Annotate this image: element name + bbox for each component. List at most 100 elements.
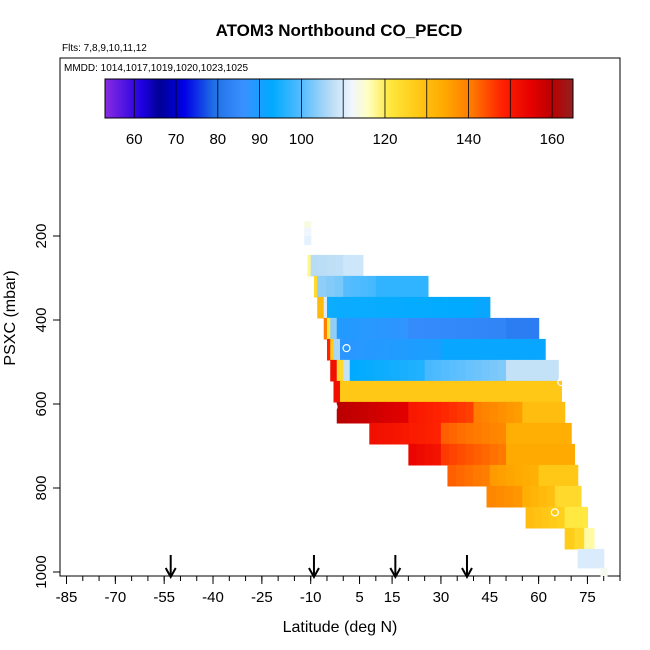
heatmap-cell xyxy=(514,464,523,487)
heatmap-cell xyxy=(449,422,458,445)
heatmap-cell xyxy=(304,221,312,229)
heatmap-cell xyxy=(465,317,475,340)
heatmap-cell xyxy=(489,401,499,424)
heatmap-cell xyxy=(522,317,532,340)
heatmap-cell xyxy=(432,443,442,466)
y-axis: 200 400 600 800 1000 xyxy=(33,223,60,589)
heatmap-cell xyxy=(497,359,507,382)
heatmap-cell xyxy=(563,485,573,508)
heatmap-cell xyxy=(398,338,408,361)
heatmap-cell xyxy=(416,296,426,319)
arrow-head xyxy=(308,567,320,580)
heatmap-cell xyxy=(514,443,524,466)
heatmap-cell xyxy=(374,359,384,382)
colorbar-tick-label: 60 xyxy=(126,131,143,148)
heatmap-cell xyxy=(523,443,533,466)
y-tick-label: 200 xyxy=(33,223,50,248)
heatmap-cell xyxy=(389,380,398,403)
heatmap-cell xyxy=(504,485,514,508)
heatmap-cell xyxy=(343,254,354,277)
heatmap-cell xyxy=(556,401,566,424)
heatmap-cell xyxy=(343,296,352,319)
colorbar-tick-label: 140 xyxy=(456,131,481,148)
heatmap-cell xyxy=(546,422,556,445)
heatmap-cell xyxy=(372,380,382,403)
heatmap-cell xyxy=(464,464,474,487)
heatmap-cell xyxy=(549,506,558,529)
heatmap-cell xyxy=(323,317,328,340)
heatmap-cell xyxy=(528,380,538,403)
heatmap-cell xyxy=(349,359,359,382)
data-marker xyxy=(527,299,537,309)
heatmap-cell xyxy=(424,296,434,319)
heatmap-cell xyxy=(384,275,394,298)
x-tick-label: -70 xyxy=(105,589,127,606)
heatmap-cell xyxy=(577,548,587,569)
colorbar-tick-label: 120 xyxy=(372,131,397,148)
heatmap-cell xyxy=(304,236,312,245)
heatmap-cell xyxy=(440,422,450,445)
heatmap-cell xyxy=(513,485,523,508)
heatmap-cell xyxy=(304,227,312,237)
heatmap-cell xyxy=(424,443,434,466)
heatmap-cell xyxy=(313,275,318,298)
heatmap-cell xyxy=(384,317,394,340)
heatmap-cell xyxy=(356,380,366,403)
x-axis-label: Latitude (deg N) xyxy=(283,619,398,636)
heatmap-cell xyxy=(408,317,418,340)
x-tick-label: -85 xyxy=(56,589,78,606)
heatmap-cell xyxy=(514,422,523,445)
heatmap-cell xyxy=(506,317,515,340)
heatmap-cell xyxy=(600,567,608,577)
heatmap-cell xyxy=(554,464,563,487)
heatmap-cell xyxy=(344,401,354,424)
heatmap-cell xyxy=(471,380,480,403)
arrow-head xyxy=(389,567,402,580)
heatmap-cell xyxy=(463,380,472,403)
heatmap-cell xyxy=(440,443,450,466)
heatmap-cell xyxy=(489,317,499,340)
heatmap-cell xyxy=(473,359,483,382)
heatmap-cell xyxy=(455,464,465,487)
heatmap-cell xyxy=(432,422,442,445)
heatmap-cell xyxy=(375,275,386,298)
x-tick-label: 5 xyxy=(355,589,363,606)
heatmap-cell xyxy=(326,296,336,319)
heatmap-cell xyxy=(481,338,490,361)
heatmap-cell xyxy=(340,380,349,403)
heatmap-cell xyxy=(343,359,351,382)
heatmap-cell xyxy=(489,422,499,445)
heatmap-cell xyxy=(473,317,483,340)
heatmap-cell xyxy=(340,338,350,361)
heatmap-cell xyxy=(409,422,418,445)
heatmap-cell xyxy=(447,464,457,487)
heatmap-cell xyxy=(457,296,466,319)
colorbar-tick-label: 70 xyxy=(168,131,185,148)
heatmap-cell xyxy=(522,464,532,487)
heatmap-cell xyxy=(432,317,442,340)
heatmap-cell xyxy=(336,317,346,340)
heatmap-cell xyxy=(486,485,497,508)
heatmap-cell xyxy=(489,464,499,487)
heatmap-cell xyxy=(556,506,566,529)
y-tick-label: 600 xyxy=(33,391,50,416)
heatmap-cell xyxy=(392,401,402,424)
heatmap-cell xyxy=(392,317,402,340)
heatmap-cell xyxy=(522,485,532,508)
heatmap-cell xyxy=(449,296,458,319)
heatmap-cell xyxy=(514,401,523,424)
heatmap-cell xyxy=(479,380,489,403)
heatmap-cell xyxy=(562,464,571,487)
heatmap-cell xyxy=(532,359,542,382)
heatmap-cell xyxy=(537,338,546,361)
heatmap-cell xyxy=(481,464,491,487)
heatmap-cell xyxy=(473,443,483,466)
heatmap-cell xyxy=(521,338,530,361)
y-tick-label: 400 xyxy=(33,307,50,332)
heatmap-cell xyxy=(457,422,466,445)
heatmap-cell xyxy=(506,401,515,424)
y-tick-label: 1000 xyxy=(33,555,50,588)
flights-label: Flts: 7,8,9,10,11,12 xyxy=(62,43,147,54)
heatmap-cell xyxy=(538,422,548,445)
heatmap-cell xyxy=(430,380,439,403)
